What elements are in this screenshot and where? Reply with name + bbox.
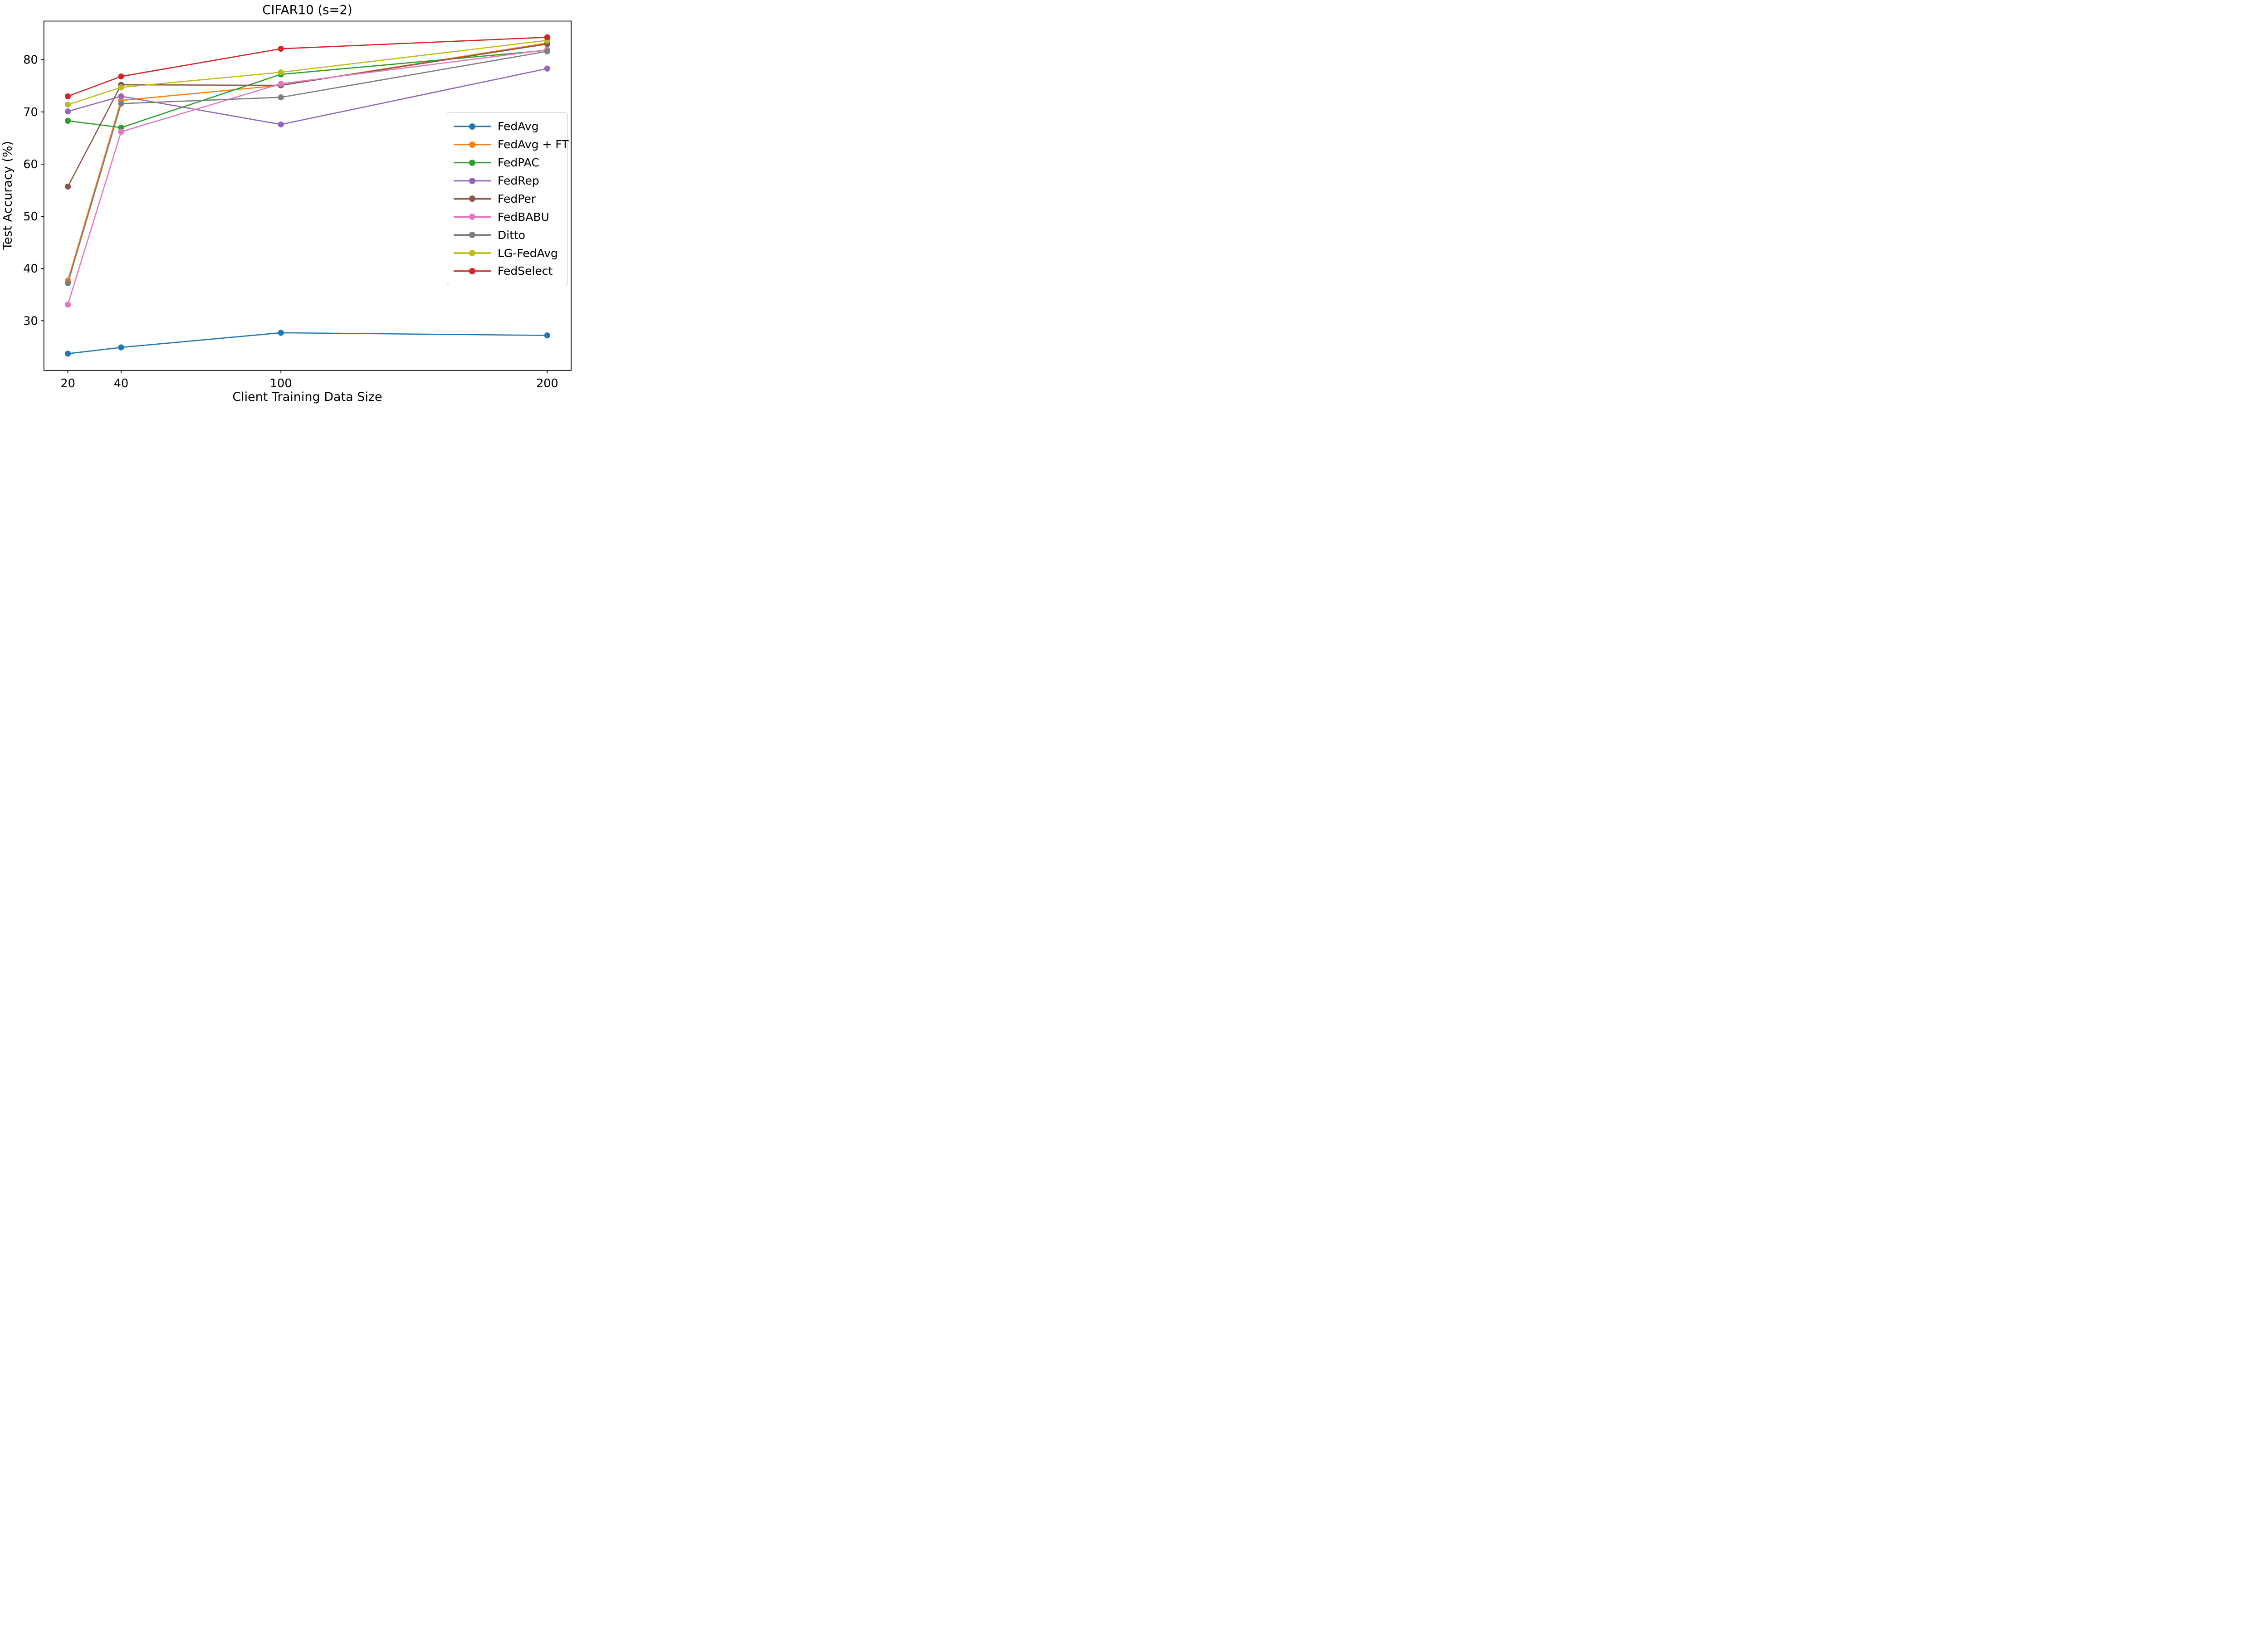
legend-label: FedRep bbox=[498, 174, 539, 188]
x-axis-label: Client Training Data Size bbox=[232, 390, 382, 404]
data-point bbox=[118, 124, 124, 131]
legend-item: FedAvg bbox=[454, 121, 561, 132]
data-point bbox=[118, 73, 124, 80]
data-point bbox=[64, 102, 71, 108]
series-line-fedper bbox=[67, 43, 547, 187]
data-point bbox=[64, 280, 71, 287]
data-point bbox=[64, 117, 71, 124]
data-point bbox=[278, 81, 284, 87]
legend-item: FedRep bbox=[454, 175, 561, 186]
data-point bbox=[64, 183, 71, 190]
legend-line-marker-icon bbox=[454, 214, 491, 220]
chart-figure: CIFAR10 (s=2) Test Accuracy (%) Client T… bbox=[0, 0, 577, 410]
plot-area: 30 40 50 60 70 80 20 40 100 200 bbox=[23, 20, 572, 390]
legend-item: FedAvg + FT bbox=[454, 139, 569, 150]
legend-line-marker-icon bbox=[454, 232, 491, 239]
legend-line-marker-icon bbox=[454, 177, 491, 184]
data-point bbox=[118, 100, 124, 107]
legend-box: FedAvg FedAvg + FT FedPAC FedRep FedPer FedBA… bbox=[447, 112, 569, 285]
legend-line-marker-icon bbox=[454, 195, 491, 202]
y-tick-label: 30 bbox=[23, 314, 38, 328]
legend-line-marker-icon bbox=[454, 159, 491, 166]
y-tick-label: 40 bbox=[23, 262, 38, 276]
x-tick-label: 20 bbox=[60, 377, 75, 390]
legend-item: Ditto bbox=[454, 229, 561, 241]
plot-border bbox=[43, 20, 572, 371]
data-point bbox=[278, 121, 284, 128]
legend-line-marker-icon bbox=[454, 141, 491, 148]
y-tick-label: 70 bbox=[23, 106, 38, 119]
legend-line-marker-icon bbox=[454, 268, 491, 274]
data-point bbox=[544, 34, 551, 40]
data-point bbox=[278, 330, 284, 336]
x-tick-label: 40 bbox=[114, 377, 128, 390]
series-line-ditto bbox=[67, 50, 547, 283]
legend-item: FedPAC bbox=[454, 157, 561, 168]
data-point bbox=[544, 65, 551, 72]
data-point bbox=[278, 69, 284, 75]
legend-label: FedBABU bbox=[498, 210, 549, 224]
y-tick-label: 50 bbox=[23, 210, 38, 224]
data-point bbox=[118, 84, 124, 91]
y-tick-label: 60 bbox=[23, 158, 38, 171]
data-point bbox=[278, 45, 284, 52]
data-point bbox=[118, 93, 124, 99]
data-point bbox=[64, 93, 71, 99]
series-line-fedrep bbox=[68, 68, 547, 125]
data-point bbox=[64, 108, 71, 115]
x-tick-label: 100 bbox=[270, 377, 292, 390]
data-point bbox=[544, 48, 551, 54]
legend-item: FedPer bbox=[454, 193, 561, 205]
legend-line-marker-icon bbox=[454, 123, 491, 130]
data-point bbox=[118, 128, 124, 135]
data-point bbox=[64, 302, 71, 308]
series-line-fedavg bbox=[68, 332, 547, 355]
legend-item: LG-FedAvg bbox=[454, 248, 561, 259]
legend-label: FedPer bbox=[498, 192, 536, 205]
legend-label: FedPAC bbox=[498, 156, 539, 170]
legend-label: LG-FedAvg bbox=[498, 246, 558, 260]
series-line-lg-fedavg bbox=[68, 39, 547, 105]
data-point bbox=[544, 332, 551, 339]
x-tick-label: 200 bbox=[536, 377, 558, 390]
legend-item: FedSelect bbox=[454, 265, 561, 277]
legend-label: Ditto bbox=[498, 228, 526, 242]
series-line-fedselect bbox=[68, 36, 547, 97]
y-tick-label: 80 bbox=[23, 54, 38, 67]
data-point bbox=[118, 344, 124, 351]
legend-label: FedAvg bbox=[498, 120, 539, 133]
data-point bbox=[64, 351, 71, 357]
legend-item: FedBABU bbox=[454, 211, 561, 223]
legend-label: FedSelect bbox=[498, 264, 553, 278]
legend-label: FedAvg + FT bbox=[498, 138, 569, 151]
legend-line-marker-icon bbox=[454, 250, 491, 257]
series-line-fedbabu bbox=[67, 49, 547, 305]
data-point bbox=[278, 94, 284, 101]
chart-title: CIFAR10 (s=2) bbox=[262, 3, 352, 17]
